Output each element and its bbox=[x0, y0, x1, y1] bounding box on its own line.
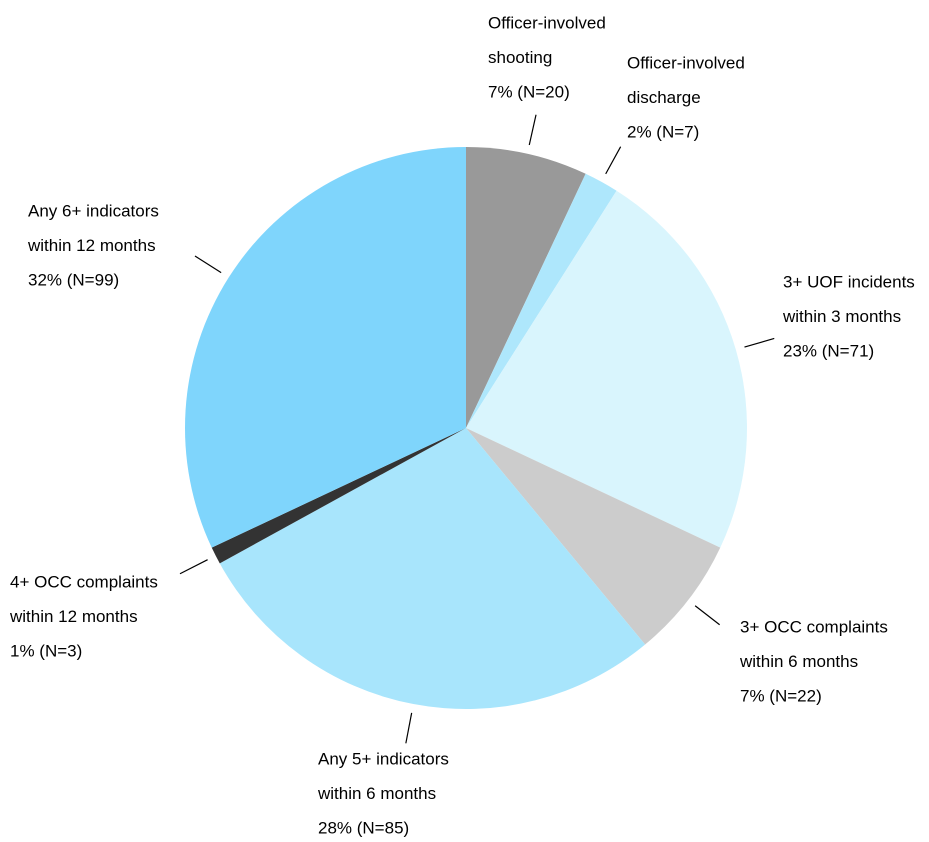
leader-line bbox=[694, 605, 721, 626]
value-label: 28% (N=85) bbox=[318, 818, 409, 837]
slice-label: shooting bbox=[488, 48, 552, 67]
leader-line bbox=[605, 146, 622, 175]
slice-label: 3+ UOF incidents bbox=[783, 272, 915, 291]
slice-label: Officer-involved bbox=[488, 13, 606, 32]
pie-slice bbox=[466, 173, 617, 428]
slice-label: 4+ OCC complaints bbox=[10, 572, 158, 591]
pie-slice bbox=[211, 428, 466, 564]
leader-line bbox=[405, 712, 413, 744]
pie-slice bbox=[466, 428, 721, 645]
slice-label: Any 5+ indicators bbox=[318, 749, 449, 768]
leader-line bbox=[179, 559, 208, 575]
value-label: 7% (N=20) bbox=[488, 82, 570, 101]
value-label: 7% (N=22) bbox=[740, 686, 822, 705]
slice-label: 3+ OCC complaints bbox=[740, 617, 888, 636]
value-label: 2% (N=7) bbox=[627, 122, 699, 141]
slice-label: within 12 months bbox=[9, 607, 138, 626]
pie-slice bbox=[466, 147, 586, 428]
value-label: 23% (N=71) bbox=[783, 341, 874, 360]
leader-line bbox=[528, 114, 537, 146]
slice-label: within 6 months bbox=[739, 652, 858, 671]
slice-label: within 3 months bbox=[782, 307, 901, 326]
slice-label: Officer-involved bbox=[627, 53, 745, 72]
slice-label: Any 6+ indicators bbox=[28, 201, 159, 220]
pie-slice bbox=[466, 190, 747, 548]
value-label: 32% (N=99) bbox=[28, 270, 119, 289]
value-label: 1% (N=3) bbox=[10, 641, 82, 660]
pie-slice bbox=[184, 147, 467, 548]
leader-line bbox=[194, 255, 222, 274]
slice-label: within 12 months bbox=[27, 236, 156, 255]
leader-line bbox=[744, 337, 775, 348]
slice-label: discharge bbox=[627, 88, 701, 107]
slice-label: within 6 months bbox=[317, 784, 436, 803]
pie-slice bbox=[219, 428, 646, 710]
